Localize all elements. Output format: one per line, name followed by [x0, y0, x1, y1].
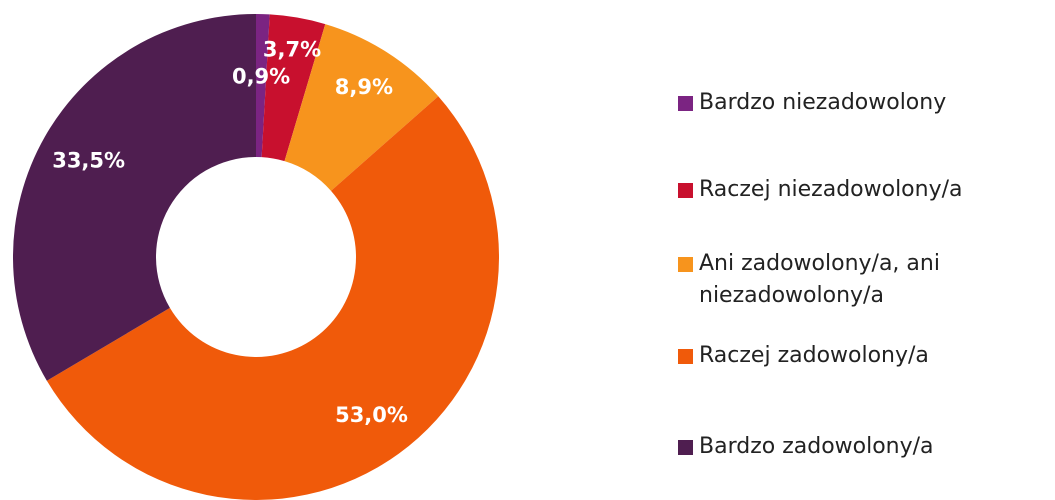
legend-swatch	[678, 257, 693, 272]
legend-swatch	[678, 349, 693, 364]
legend-item: Raczej niezadowolony/a	[678, 174, 1048, 206]
legend-label: Raczej niezadowolony/a	[699, 177, 963, 202]
legend-swatch	[678, 96, 693, 111]
legend-swatch	[678, 183, 693, 198]
donut-slice	[13, 14, 256, 381]
legend-item: Raczej zadowolony/a	[678, 340, 1048, 372]
legend-swatch	[678, 440, 693, 455]
data-label: 33,5%	[52, 149, 125, 173]
data-label: 53,0%	[335, 403, 408, 427]
legend-label: Ani zadowolony/a, ani niezadowolony/a	[699, 251, 940, 308]
legend-item: Ani zadowolony/a, ani niezadowolony/a	[678, 248, 1048, 312]
data-label: 3,7%	[263, 38, 321, 62]
donut-slice	[284, 24, 439, 191]
data-label: 8,9%	[335, 75, 393, 99]
donut-slice	[46, 96, 499, 500]
chart: 0,9%3,7% 8,9% 53,0% 33,5%	[13, 14, 499, 500]
legend-item: Bardzo zadowolony/a	[678, 431, 1048, 463]
legend-label: Bardzo niezadowolony	[699, 90, 947, 115]
donut-slice	[261, 14, 326, 162]
legend-label: Raczej zadowolony/a	[699, 343, 929, 368]
donut-slice	[256, 14, 270, 158]
legend-label: Bardzo zadowolony/a	[699, 434, 934, 459]
data-label: 0,9%	[232, 64, 290, 88]
legend-item: Bardzo niezadowolony	[678, 87, 1048, 119]
